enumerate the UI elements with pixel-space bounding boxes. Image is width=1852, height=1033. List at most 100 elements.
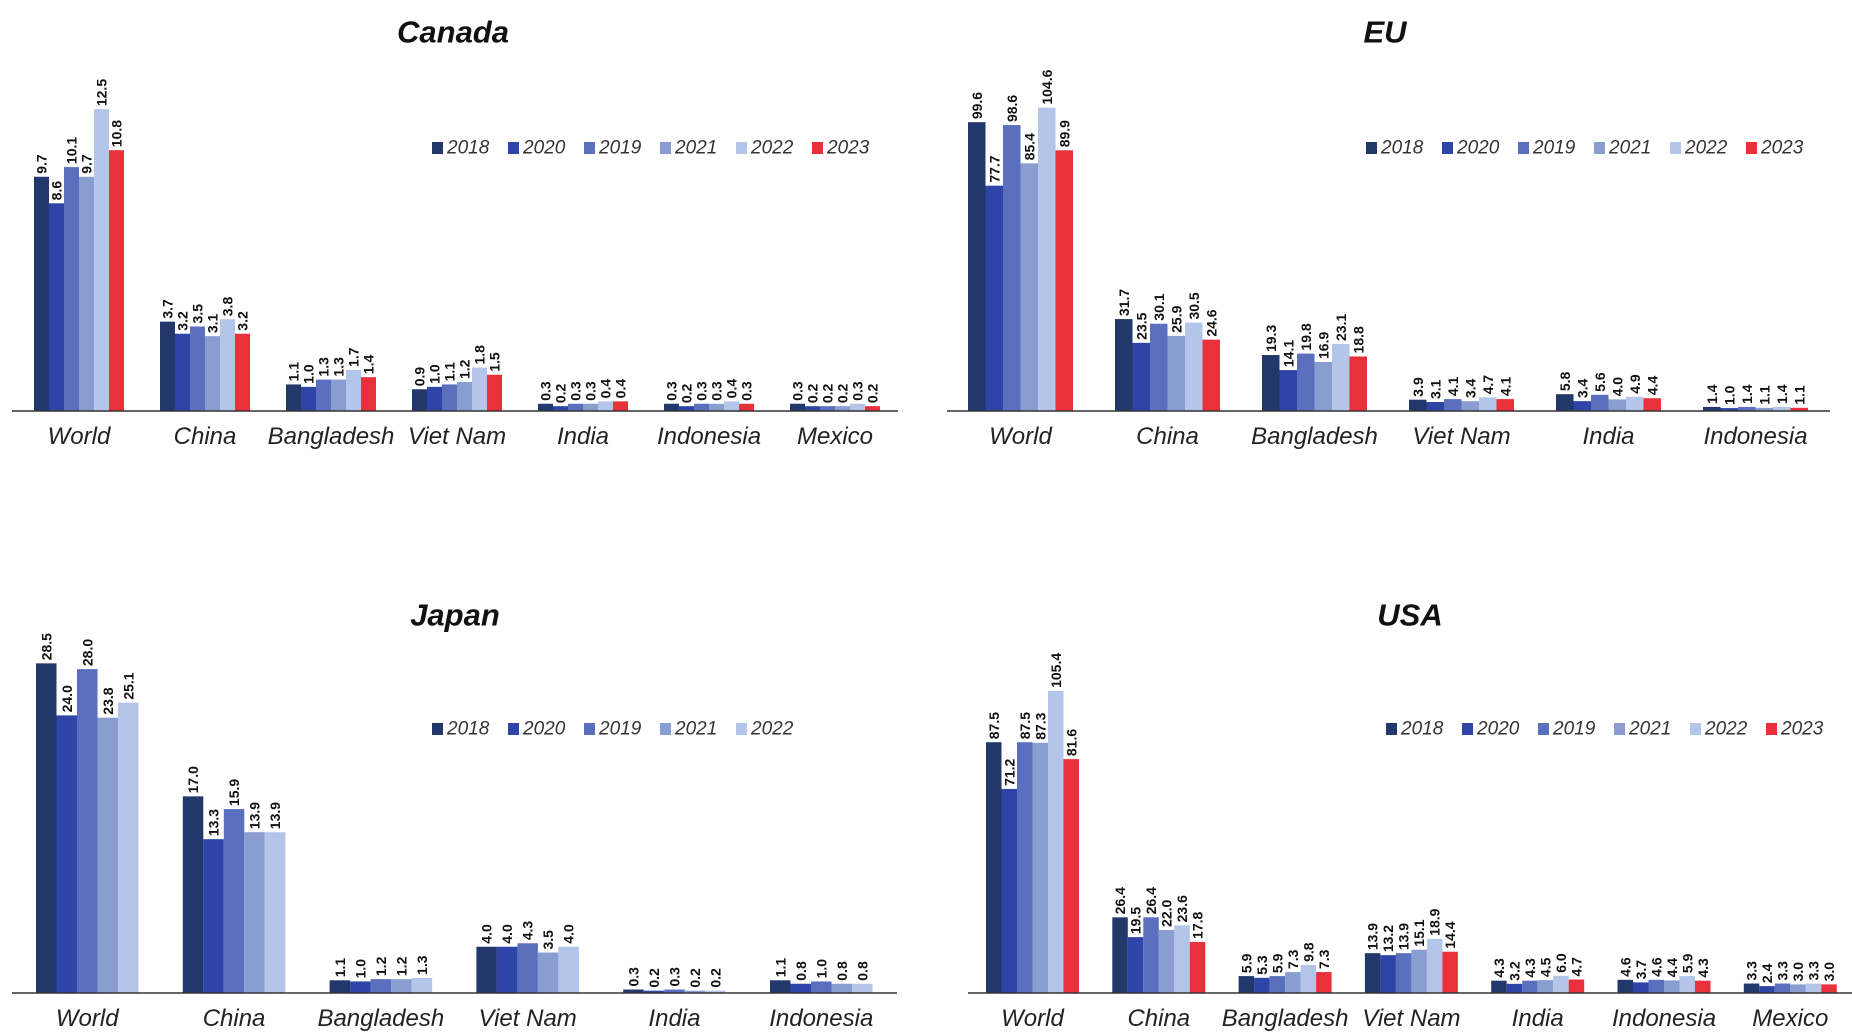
legend-label-canada-2018: 2018 — [446, 138, 490, 159]
bar-japan-viet-nam-2021 — [537, 952, 559, 993]
category-label-japan-indonesia: Indonesia — [769, 1005, 873, 1032]
bar-eu-china-2020 — [1132, 342, 1150, 411]
bar-eu-india-2023 — [1643, 398, 1661, 411]
data-label-eu-world-2022: 104.6 — [1039, 69, 1055, 104]
data-label-eu-bangladesh-2020: 14.1 — [1280, 340, 1296, 367]
bar-eu-bangladesh-2022 — [1332, 344, 1350, 411]
bar-usa-indonesia-2018 — [1617, 979, 1633, 993]
bar-canada-viet-nam-2019 — [442, 384, 457, 411]
bar-japan-india-2019 — [664, 989, 685, 993]
bar-usa-mexico-2018 — [1743, 983, 1760, 993]
bar-usa-mexico-2019 — [1774, 983, 1791, 993]
chart-title-canada: Canada — [397, 14, 509, 49]
legend-label-eu-2021: 2021 — [1608, 138, 1651, 159]
data-label-eu-china-2021: 25.9 — [1168, 305, 1184, 332]
bar-eu-viet-nam-2022 — [1479, 397, 1497, 411]
category-label-japan-india: India — [648, 1005, 700, 1032]
data-label-usa-mexico-2021: 3.0 — [1790, 962, 1806, 982]
bar-eu-indonesia-2021 — [1755, 407, 1773, 411]
data-label-canada-india-2020: 0.2 — [553, 383, 569, 403]
data-label-canada-world-2018: 9.7 — [34, 154, 50, 174]
bar-usa-china-2020 — [1127, 937, 1144, 993]
bar-canada-china-2018 — [160, 321, 175, 411]
data-label-canada-world-2019: 10.1 — [64, 137, 80, 164]
data-label-japan-bangladesh-2022: 1.3 — [414, 955, 430, 975]
category-label-canada-mexico: Mexico — [797, 423, 873, 450]
data-label-japan-india-2021: 0.2 — [687, 968, 703, 988]
data-label-usa-indonesia-2023: 4.3 — [1695, 958, 1711, 978]
data-label-eu-bangladesh-2021: 16.9 — [1315, 332, 1331, 359]
data-label-japan-china-2020: 13.3 — [206, 809, 222, 836]
category-label-canada-indonesia: Indonesia — [657, 423, 761, 450]
category-label-japan-china: China — [203, 1005, 266, 1032]
data-label-eu-india-2022: 4.9 — [1627, 374, 1643, 394]
data-label-canada-viet-nam-2019: 1.1 — [442, 362, 458, 382]
legend-swatch-japan-2019 — [584, 723, 595, 735]
data-label-canada-mexico-2023: 0.2 — [865, 383, 881, 403]
bar-usa-world-2019 — [1017, 742, 1033, 993]
bar-canada-china-2021 — [205, 336, 220, 411]
bar-canada-indonesia-2018 — [664, 403, 679, 411]
data-label-canada-viet-nam-2021: 1.2 — [457, 359, 473, 379]
bar-eu-bangladesh-2019 — [1297, 353, 1315, 411]
legend-swatch-japan-2020 — [508, 723, 519, 735]
data-label-usa-world-2023: 81.6 — [1063, 729, 1079, 756]
bar-usa-china-2019 — [1143, 917, 1159, 993]
data-label-eu-indonesia-2021: 1.1 — [1756, 385, 1772, 405]
bar-usa-bangladesh-2021 — [1285, 972, 1301, 993]
category-label-eu-world: World — [989, 423, 1052, 450]
bar-eu-bangladesh-2023 — [1349, 356, 1367, 411]
legend-swatch-canada-2022 — [736, 142, 747, 154]
legend-swatch-canada-2019 — [584, 142, 595, 154]
legend-label-eu-2022: 2022 — [1684, 138, 1728, 159]
chart-title-eu: EU — [1363, 14, 1408, 49]
bar-japan-viet-nam-2022 — [558, 946, 579, 993]
legend-label-japan-2021: 2021 — [674, 719, 717, 740]
data-label-canada-bangladesh-2020: 1.0 — [301, 364, 317, 384]
category-label-usa-india: India — [1512, 1005, 1564, 1032]
data-label-canada-viet-nam-2020: 1.0 — [427, 364, 443, 384]
data-label-usa-indonesia-2020: 3.7 — [1633, 960, 1649, 980]
bar-usa-indonesia-2020 — [1633, 982, 1649, 993]
bar-japan-china-2021 — [244, 832, 265, 993]
legend-swatch-japan-2021 — [660, 723, 671, 735]
data-label-usa-india-2021: 4.5 — [1537, 957, 1553, 977]
bar-japan-bangladesh-2020 — [350, 981, 371, 993]
bar-japan-india-2021 — [684, 990, 706, 993]
legend-swatch-canada-2018 — [432, 142, 443, 154]
legend-label-japan-2018: 2018 — [446, 719, 490, 740]
data-label-usa-china-2021: 22.0 — [1159, 899, 1175, 926]
category-label-canada-world: World — [48, 423, 111, 450]
data-label-eu-viet-nam-2021: 3.4 — [1462, 378, 1478, 398]
data-label-canada-mexico-2022: 0.3 — [850, 381, 866, 401]
bar-eu-world-2019 — [1003, 125, 1021, 411]
data-label-eu-india-2020: 3.4 — [1574, 378, 1590, 398]
category-label-usa-mexico: Mexico — [1752, 1005, 1828, 1032]
legend-label-japan-2022: 2022 — [750, 719, 794, 740]
data-label-japan-china-2022: 13.9 — [267, 802, 283, 829]
bar-usa-bangladesh-2019 — [1269, 976, 1286, 993]
bar-canada-indonesia-2021 — [709, 403, 724, 411]
data-label-eu-india-2019: 5.6 — [1592, 372, 1608, 392]
data-label-eu-indonesia-2019: 1.4 — [1739, 384, 1755, 404]
data-label-japan-viet-nam-2021: 3.5 — [540, 930, 556, 950]
bar-usa-india-2019 — [1522, 980, 1538, 993]
bar-japan-indonesia-2019 — [811, 981, 832, 993]
bar-eu-bangladesh-2020 — [1279, 370, 1297, 411]
data-label-usa-world-2019: 87.5 — [1017, 712, 1033, 739]
bar-canada-viet-nam-2023 — [487, 374, 502, 411]
bar-eu-world-2023 — [1055, 150, 1073, 412]
category-label-eu-viet-nam: Viet Nam — [1412, 423, 1510, 450]
data-label-eu-indonesia-2023: 1.1 — [1791, 385, 1807, 405]
bar-japan-china-2020 — [203, 839, 224, 993]
data-label-usa-bangladesh-2019: 5.9 — [1269, 953, 1285, 973]
bar-japan-china-2018 — [182, 796, 204, 993]
bar-canada-world-2021 — [79, 176, 94, 411]
data-label-eu-indonesia-2018: 1.4 — [1704, 384, 1720, 404]
data-label-japan-indonesia-2020: 0.8 — [793, 961, 809, 981]
data-label-canada-indonesia-2019: 0.3 — [694, 381, 710, 401]
category-label-usa-bangladesh: Bangladesh — [1222, 1005, 1349, 1032]
legend-label-eu-2019: 2019 — [1532, 138, 1576, 159]
data-label-japan-bangladesh-2021: 1.2 — [393, 956, 409, 976]
